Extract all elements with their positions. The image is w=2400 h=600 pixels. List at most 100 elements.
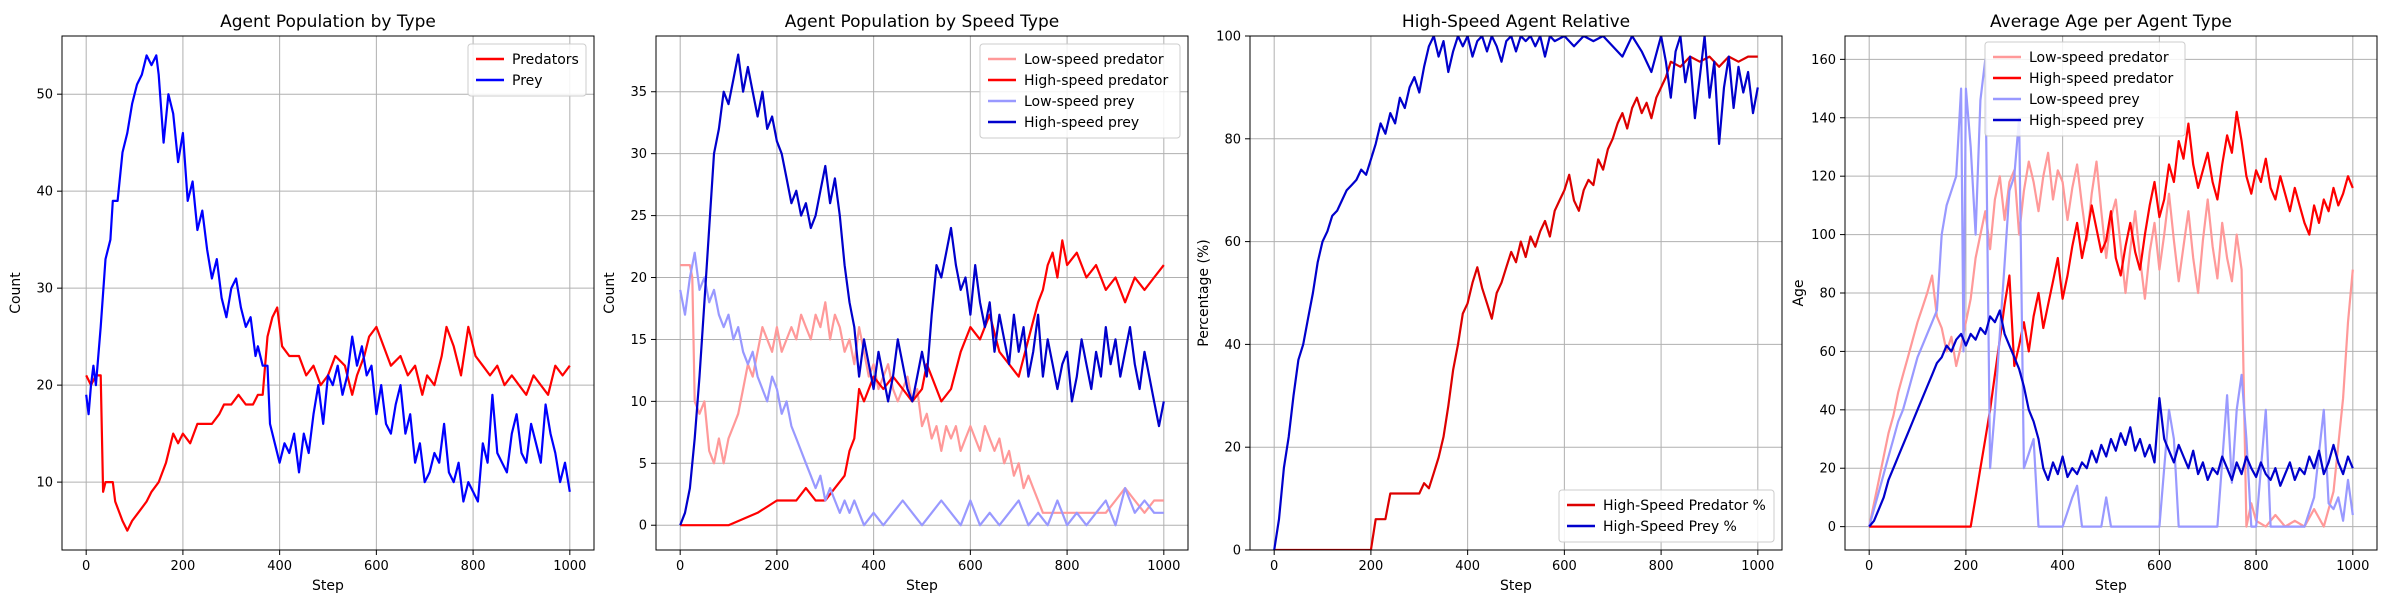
y-tick-label: 30 [630, 147, 647, 162]
y-tick-label: 80 [1224, 132, 1241, 147]
x-tick-label: 600 [958, 559, 983, 574]
x-tick-label: 800 [1055, 559, 1080, 574]
y-tick-label: 160 [1811, 53, 1836, 68]
legend-box [467, 43, 587, 97]
x-tick-label: 0 [1270, 559, 1278, 574]
legend-label: Low-speed prey [1024, 94, 1135, 110]
series-line-1 [1274, 55, 1758, 550]
legend-label: High-Speed Prey % [1603, 519, 1737, 535]
chart-title: Average Age per Agent Type [1990, 12, 2232, 32]
series-group [679, 53, 1165, 527]
series-line-1 [680, 264, 1164, 514]
series-line-4 [1868, 309, 2354, 528]
series-line-2 [680, 239, 1165, 527]
legend: Low-speed predator High-speed predator Low… [1984, 41, 2186, 137]
y-axis-label: Count [8, 272, 24, 314]
plot-frame [61, 35, 595, 551]
series-line-1 [85, 306, 571, 532]
y-tick-label: 100 [1811, 228, 1836, 243]
series-line-2 [1869, 110, 2354, 528]
plot-area [1250, 36, 1782, 550]
x-tick-label: 200 [1358, 559, 1383, 574]
y-tick-label: 15 [630, 333, 647, 348]
legend-label: High-Speed Predator % [1603, 498, 1766, 514]
y-tick-label: 140 [1811, 111, 1836, 126]
series-line-2 [85, 54, 571, 503]
legend-label: High-speed predator [2029, 71, 2173, 87]
x-tick-label: 0 [676, 559, 684, 574]
x-axis-label: Step [2095, 578, 2127, 594]
x-tick-label: 0 [82, 559, 90, 574]
y-tick-label: 35 [630, 85, 647, 100]
x-tick-label: 1000 [2336, 559, 2369, 574]
y-axis-label: Count [602, 272, 618, 314]
y-tick-label: 20 [1819, 462, 1836, 477]
y-tick-label: 30 [36, 282, 53, 297]
x-tick-label: 200 [170, 559, 195, 574]
y-tick-label: 120 [1811, 170, 1836, 185]
x-tick-label: 200 [1953, 559, 1978, 574]
legend-box [979, 43, 1181, 139]
series-line-2 [1273, 36, 1759, 550]
plot-frame [1249, 35, 1783, 551]
y-axis-label: Percentage (%) [1196, 239, 1212, 346]
series-line-3 [1868, 58, 2354, 528]
series-group [1868, 58, 2354, 528]
x-tick-label: 400 [861, 559, 886, 574]
plot-area [62, 36, 594, 550]
legend-label: High-speed prey [1024, 115, 1139, 131]
y-tick-label: 0 [1233, 544, 1241, 559]
y-tick-label: 60 [1224, 235, 1241, 250]
y-tick-label: 40 [36, 185, 53, 200]
legend: Low-speed predator High-speed predator Low… [979, 43, 1181, 139]
y-tick-label: 20 [36, 379, 53, 394]
x-tick-label: 400 [1455, 559, 1480, 574]
series-group [1273, 36, 1759, 550]
legend-label: High-speed predator [1024, 73, 1168, 89]
series-line-4 [679, 53, 1165, 526]
y-tick-label: 40 [1224, 338, 1241, 353]
y-tick-label: 50 [36, 88, 53, 103]
legend: High-Speed Predator % High-Speed Prey % [1558, 489, 1775, 543]
legend: Predators Prey [467, 43, 587, 97]
x-tick-label: 600 [2147, 559, 2172, 574]
y-tick-label: 100 [1216, 30, 1241, 45]
y-tick-label: 20 [630, 271, 647, 286]
legend-label: High-speed prey [2029, 113, 2144, 129]
x-tick-label: 200 [764, 559, 789, 574]
chart-panel-3: 0 200 400 600 800 1000 0 20 40 60 80 100 High-Speed … [1196, 12, 1783, 594]
y-tick-label: 20 [1224, 441, 1241, 456]
y-tick-label: 0 [639, 519, 647, 534]
legend-label: Low-speed predator [2029, 50, 2169, 66]
x-tick-label: 400 [2050, 559, 2075, 574]
chart-panel-4: 0 200 400 600 800 1000 0 20 40 60 80 100 120 140 160 Av… [1791, 12, 2378, 594]
series-line-3 [679, 251, 1164, 527]
x-axis-label: Step [906, 578, 938, 594]
y-tick-label: 40 [1819, 403, 1836, 418]
legend-label: Prey [512, 73, 543, 89]
chart-panel-1: 0 200 400 600 800 1000 10 20 30 40 50 Agent Populat… [8, 12, 595, 594]
legend-box [1984, 41, 2186, 137]
y-tick-label: 80 [1819, 287, 1836, 302]
x-tick-label: 1000 [553, 559, 586, 574]
x-tick-label: 1000 [1147, 559, 1180, 574]
chart-panel-2: 0 200 400 600 800 1000 0 5 10 15 20 25 30 35 Agent Pop… [602, 12, 1189, 594]
x-axis-label: Step [1500, 578, 1532, 594]
y-tick-label: 10 [36, 476, 53, 491]
x-tick-label: 600 [364, 559, 389, 574]
y-axis-label: Age [1791, 279, 1807, 306]
series-group [85, 54, 571, 532]
y-tick-label: 60 [1819, 345, 1836, 360]
legend-label: Low-speed prey [2029, 92, 2140, 108]
legend-box [1558, 489, 1775, 543]
x-tick-label: 800 [1649, 559, 1674, 574]
chart-title: High-Speed Agent Relative [1402, 12, 1630, 32]
x-tick-label: 0 [1865, 559, 1873, 574]
y-tick-label: 0 [1828, 520, 1836, 535]
chart-title: Agent Population by Type [220, 12, 436, 32]
y-tick-label: 25 [630, 209, 647, 224]
chart-title: Agent Population by Speed Type [785, 12, 1059, 32]
x-tick-label: 600 [1552, 559, 1577, 574]
y-tick-label: 5 [639, 457, 647, 472]
